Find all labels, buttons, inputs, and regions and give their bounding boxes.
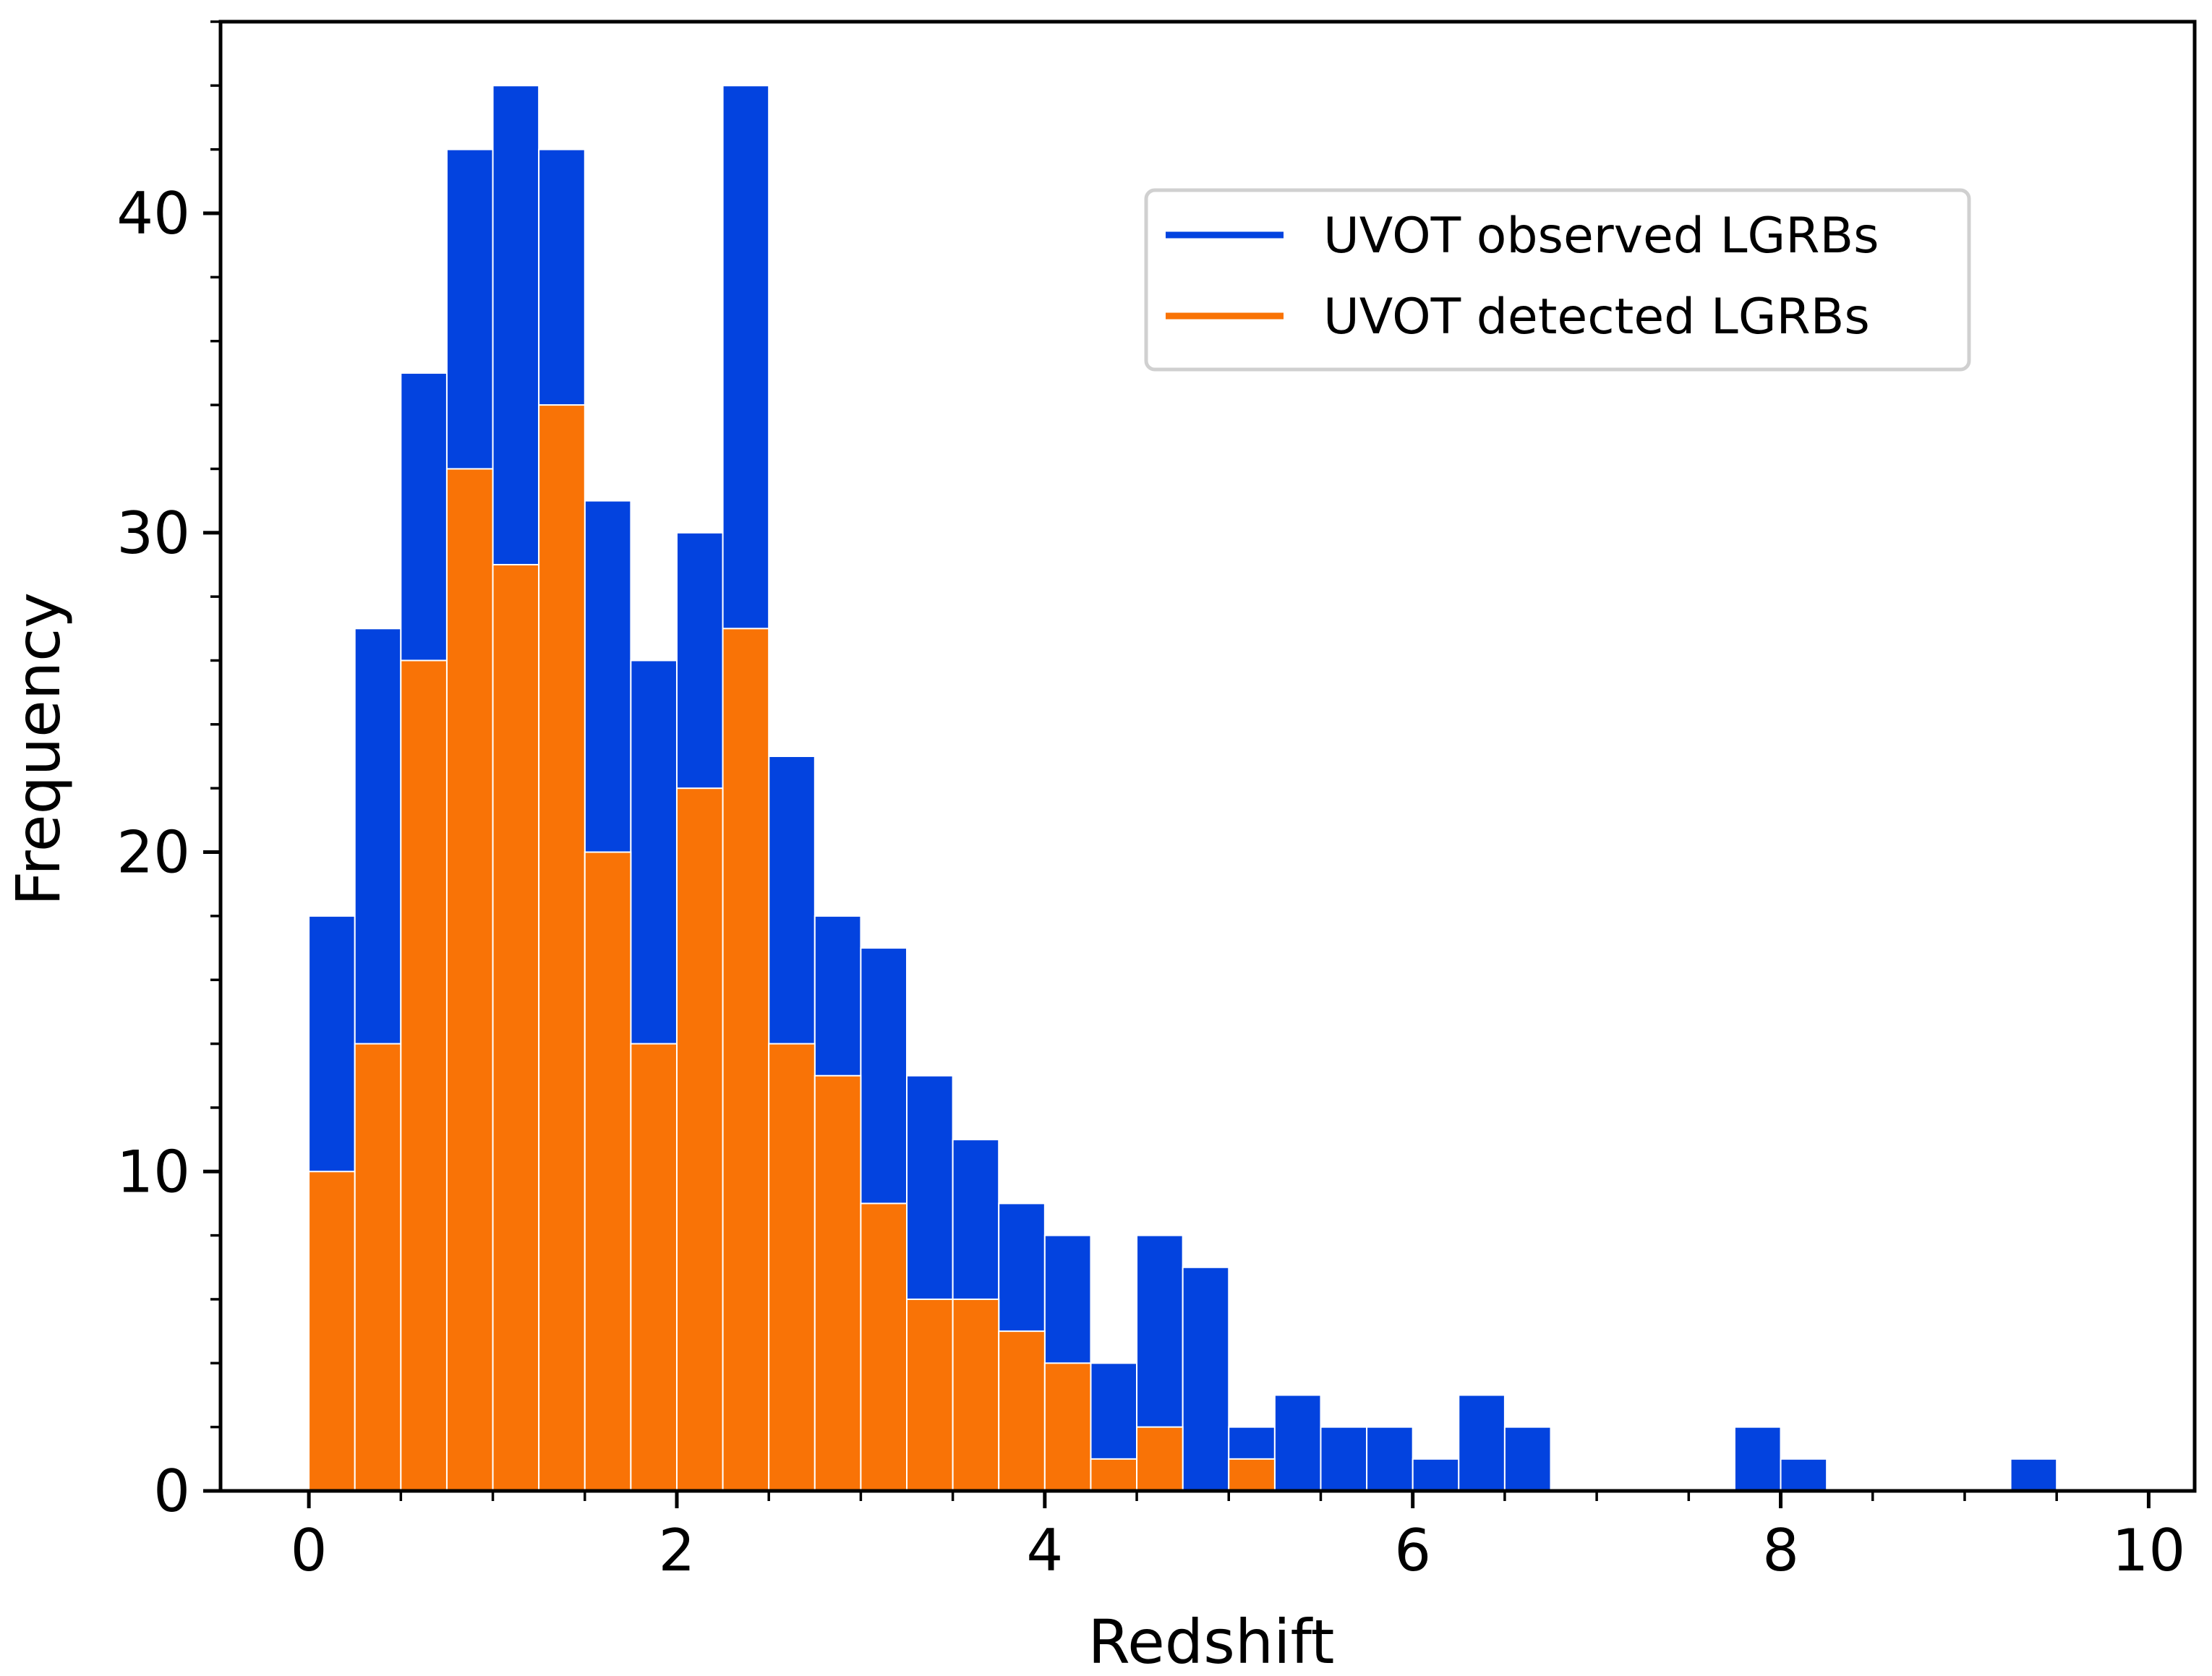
bar-detected-9 [722, 628, 770, 1492]
x-tick-labels: 0 2 4 6 8 10 [291, 1517, 2186, 1584]
bar-detected-3 [445, 468, 494, 1492]
bar-detected-2 [400, 659, 448, 1492]
x-tick-label-2: 2 [659, 1517, 696, 1584]
bar-detected-10 [768, 1043, 816, 1492]
x-tick-label-0: 0 [291, 1517, 328, 1584]
bar-detected-1 [354, 1043, 402, 1492]
bar-detected-13 [906, 1298, 954, 1492]
bar-observed-25 [1458, 1394, 1506, 1492]
y-tick-label-10: 10 [116, 1138, 190, 1205]
bar-detected-17 [1090, 1458, 1138, 1492]
bar-observed-22 [1320, 1426, 1368, 1492]
bar-observed-28 [1780, 1458, 1828, 1492]
x-axis-label: Redshift [1088, 1607, 1335, 1676]
bar-detected-14 [952, 1298, 1000, 1492]
bar-detected-7 [630, 1043, 678, 1492]
x-tick-label-6: 6 [1394, 1517, 1431, 1584]
bar-observed-26 [1503, 1426, 1552, 1492]
y-axis-label: Frequency [3, 592, 74, 906]
bar-detected-19 [1228, 1458, 1276, 1492]
series-detected-bars [308, 404, 1276, 1492]
bar-observed-23 [1366, 1426, 1414, 1492]
x-tick-label-10: 10 [2111, 1517, 2185, 1584]
legend-box [1144, 188, 1971, 372]
bar-detected-4 [492, 563, 540, 1492]
y-tick-label-40: 40 [116, 180, 190, 247]
y-tick-labels: 0 10 20 30 40 [116, 180, 190, 1525]
bar-observed-27 [1733, 1426, 1782, 1492]
bar-detected-12 [860, 1202, 908, 1492]
bar-detected-8 [675, 787, 724, 1492]
bar-observed-21 [1273, 1394, 1322, 1492]
bar-detected-16 [1043, 1362, 1092, 1492]
y-tick-label-0: 0 [153, 1458, 190, 1525]
bar-observed-19 [1182, 1266, 1230, 1492]
plot-frame [218, 20, 2197, 1493]
y-tick-label-30: 30 [116, 500, 190, 567]
bar-detected-15 [998, 1330, 1046, 1492]
legend-label-detected: UVOT detected LGRBs [1323, 288, 1870, 346]
x-tick-label-4: 4 [1026, 1517, 1063, 1584]
y-tick-label-20: 20 [116, 819, 190, 886]
bar-detected-0 [308, 1171, 356, 1492]
bar-detected-18 [1136, 1426, 1184, 1492]
bar-detected-11 [814, 1074, 862, 1492]
bar-observed-29 [2010, 1458, 2058, 1492]
bar-detected-6 [584, 851, 632, 1492]
legend: UVOT observed LGRBs UVOT detected LGRBs [1144, 188, 1971, 372]
bar-observed-24 [1412, 1458, 1460, 1492]
legend-label-observed: UVOT observed LGRBs [1323, 208, 1879, 265]
x-tick-label-8: 8 [1762, 1517, 1799, 1584]
bar-detected-5 [538, 404, 586, 1492]
